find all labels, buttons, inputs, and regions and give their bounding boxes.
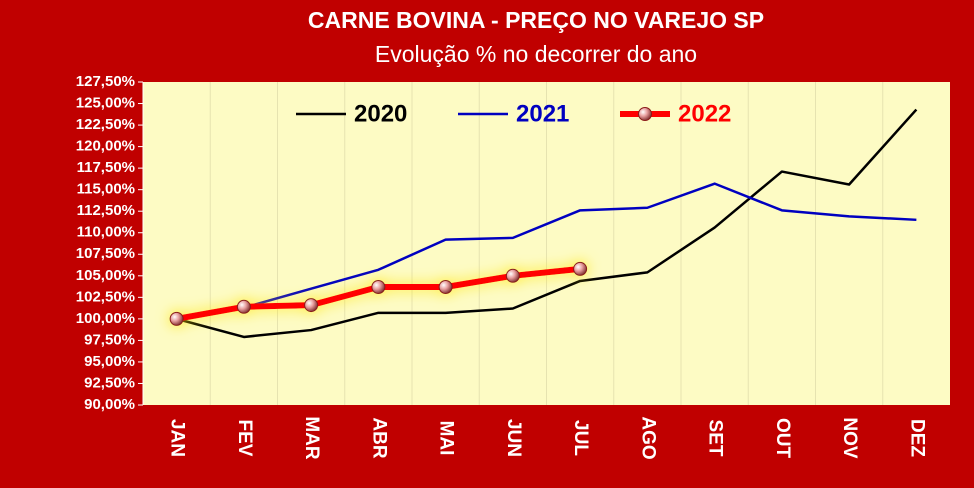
legend-label: 2022 xyxy=(678,100,731,127)
y-tick-label: 127,50% xyxy=(76,73,135,90)
legend-label: 2020 xyxy=(354,100,407,127)
x-tick-label: DEZ xyxy=(906,419,927,457)
data-line xyxy=(176,108,918,339)
legend-label: 2021 xyxy=(516,100,569,127)
x-tick-label: SET xyxy=(705,420,726,457)
y-tick-label: 92,50% xyxy=(84,374,135,391)
x-tick-label: OUT xyxy=(772,418,793,459)
y-tick-label: 115,00% xyxy=(77,181,135,198)
y-tick-label: 117,50% xyxy=(77,159,135,176)
y-tick-label: 125,00% xyxy=(76,95,135,112)
data-point xyxy=(169,311,184,326)
x-tick-label: ABR xyxy=(368,417,389,458)
y-tick-label: 102,50% xyxy=(76,288,135,305)
data-point xyxy=(236,299,251,314)
y-tick-label: 107,50% xyxy=(76,245,135,262)
x-tick-label: JUN xyxy=(503,419,524,457)
data-point xyxy=(505,268,520,283)
x-tick-label: JAN xyxy=(167,419,188,457)
series xyxy=(176,108,918,339)
y-tick-label: 100,00% xyxy=(76,310,135,327)
x-tick-label: MAI xyxy=(436,421,457,456)
x-tick-label: AGO xyxy=(637,416,658,459)
y-tick-label: 95,00% xyxy=(84,353,135,370)
y-tick-label: 90,00% xyxy=(84,396,135,413)
series xyxy=(176,182,917,321)
x-tick-label: FEV xyxy=(234,420,255,457)
y-tick-label: 105,00% xyxy=(76,267,135,284)
y-tick-label: 120,00% xyxy=(76,138,135,155)
data-line xyxy=(176,182,917,321)
y-tick-label: 97,50% xyxy=(84,331,135,348)
chart-title: CARNE BOVINA - PREÇO NO VAREJO SP xyxy=(308,7,764,33)
x-tick-label: JUL xyxy=(570,420,591,456)
data-point xyxy=(573,261,588,276)
legend-marker xyxy=(638,107,652,121)
y-tick-label: 112,50% xyxy=(77,202,135,219)
y-tick-label: 110,00% xyxy=(77,224,135,241)
series xyxy=(169,261,588,326)
x-tick-label: MAR xyxy=(301,416,322,460)
y-tick-label: 122,50% xyxy=(76,116,135,133)
data-point xyxy=(304,298,319,313)
data-point xyxy=(371,279,386,294)
data-point xyxy=(438,279,453,294)
x-tick-label: NOV xyxy=(839,417,860,459)
chart-subtitle: Evolução % no decorrer do ano xyxy=(375,41,697,67)
